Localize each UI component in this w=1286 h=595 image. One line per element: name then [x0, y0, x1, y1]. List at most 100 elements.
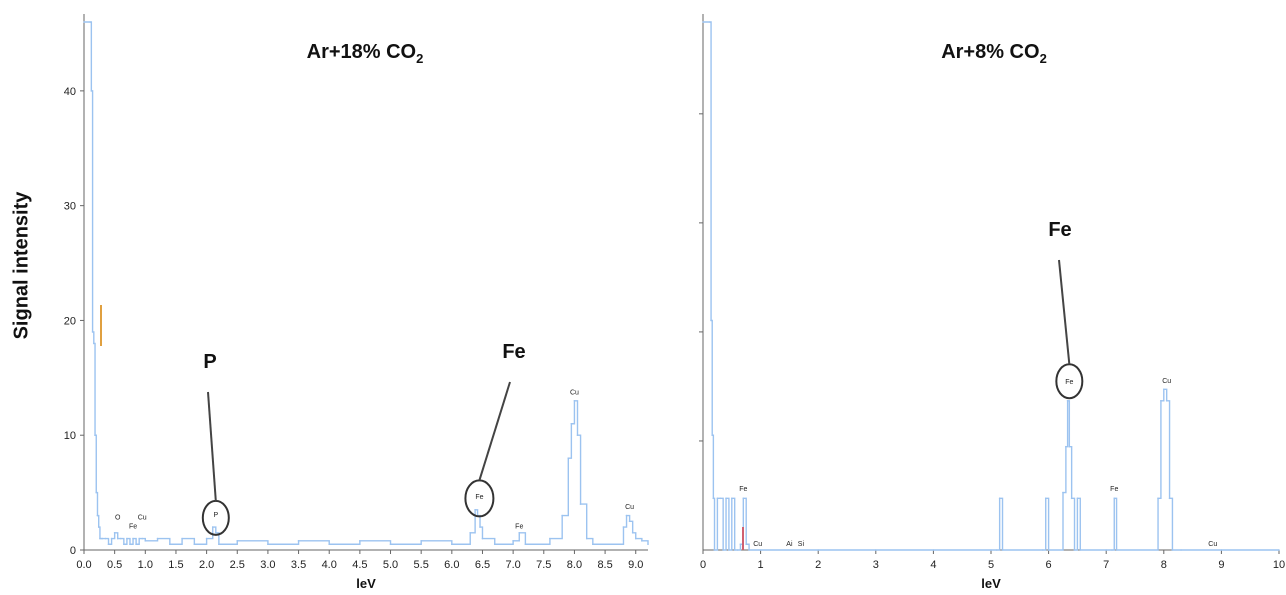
spectrum-point	[736, 549, 739, 551]
spectrum-point	[94, 434, 96, 437]
spectrum-point	[1066, 399, 1069, 402]
leader-line	[1058, 259, 1071, 365]
spectrum-point	[267, 543, 269, 546]
spectrum-point	[990, 549, 992, 551]
spectrum-point	[641, 540, 643, 542]
spectrum-point	[722, 549, 724, 551]
peak-label: Fe	[1065, 379, 1073, 386]
peak-label: Ai	[786, 541, 793, 548]
x-tick-label: 8.0	[567, 559, 582, 571]
peak-label: P	[213, 512, 218, 519]
spectrum-point	[205, 537, 208, 540]
spectrum-point	[93, 342, 95, 345]
spectrum-point	[328, 543, 331, 546]
x-tick-label: 4.5	[352, 559, 367, 571]
spectrum-point	[995, 549, 998, 551]
leader-line	[207, 391, 217, 501]
spectrum-point	[1168, 497, 1171, 500]
y-tick-label: 0	[70, 545, 76, 557]
spectrum-point	[1068, 445, 1071, 448]
spectrum-point	[100, 537, 102, 540]
x-tick-label: 1.5	[168, 559, 183, 571]
spectrum-point	[745, 543, 747, 546]
chart-title-subscript: 2	[1040, 51, 1047, 66]
spectrum-point	[493, 543, 496, 546]
spectrum-point	[1001, 549, 1004, 551]
spectrum-point	[748, 549, 750, 551]
spectrum-point	[579, 503, 582, 505]
spectrum-point	[1111, 549, 1113, 551]
x-tick-label: 1.0	[138, 559, 153, 571]
spectrum-point	[622, 526, 625, 528]
spectrum-point	[359, 540, 361, 542]
x-tick-label: 0.5	[107, 559, 122, 571]
spectrum-point	[1070, 497, 1073, 500]
x-tick-label: 4	[930, 559, 936, 571]
spectrum-point	[101, 537, 104, 540]
spectrum-point	[1079, 549, 1082, 551]
y-tick-label: 20	[64, 315, 76, 327]
spectrum-point	[549, 537, 551, 540]
spectrum-point	[1044, 497, 1047, 500]
spectrum-point	[116, 537, 119, 540]
spectrum-point	[711, 434, 714, 437]
spectrum-point	[570, 422, 573, 425]
peak-label: Cu	[138, 514, 147, 521]
spectrum-point	[610, 543, 613, 546]
chart-title-text: Ar+18% CO	[307, 41, 417, 63]
spectrum-point	[107, 543, 110, 546]
y-tick-label: 10	[64, 430, 76, 442]
spectrum-point	[561, 514, 563, 517]
spectrum-point	[1163, 388, 1165, 391]
spectrum-point	[113, 531, 116, 534]
spectrum-point	[90, 90, 93, 92]
annotation-label: P	[203, 351, 216, 373]
x-tick-label: 2	[815, 559, 821, 571]
peak-label: Fe	[129, 524, 137, 531]
spectrum-point	[716, 497, 719, 500]
x-tick-label: 3.0	[260, 559, 275, 571]
x-tick-label: 8	[1161, 559, 1167, 571]
spectrum-point	[169, 543, 171, 546]
spectrum-point	[83, 21, 85, 23]
x-axis-label: leV	[981, 576, 1001, 591]
chart-title-subscript: 2	[416, 51, 423, 66]
spectrum-point	[759, 549, 762, 551]
spectrum-point	[156, 537, 159, 540]
spectrum-point	[129, 543, 131, 546]
peak-label: Si	[798, 541, 805, 548]
spectrum-point	[104, 537, 107, 540]
chart-title: Ar+8% CO2	[941, 41, 1047, 66]
spectrum-point	[236, 540, 239, 542]
spectrum-point	[95, 491, 98, 494]
spectrum-point	[817, 549, 819, 551]
peak-label: Fe	[1110, 486, 1118, 493]
spectrum-point	[634, 537, 637, 540]
spectrum-point	[1105, 549, 1107, 551]
spectrum-point	[713, 549, 716, 551]
x-tick-label: 0	[700, 559, 706, 571]
spectrum-point	[469, 531, 472, 534]
spectrum-point	[123, 543, 125, 546]
spectrum-point	[96, 514, 99, 517]
spectrum-point	[211, 526, 214, 528]
x-tick-label: 6.5	[475, 559, 490, 571]
spectrum-point	[1073, 549, 1076, 551]
spectrum-point	[474, 509, 476, 511]
annotation-label: Fe	[502, 341, 525, 363]
x-tick-label: 5.0	[383, 559, 398, 571]
peak-label: Fe	[739, 486, 747, 493]
spectrum-line	[84, 21, 649, 545]
spectrum-point	[585, 537, 588, 540]
spectrum-point	[138, 537, 140, 540]
spectrum-point	[1220, 549, 1223, 551]
spectrum-point	[512, 540, 514, 542]
spectrum-point	[481, 537, 484, 540]
spectrum-point	[479, 526, 481, 528]
spectrum-point	[297, 540, 300, 542]
spectrum-point	[576, 434, 579, 437]
x-tick-label: 2.0	[199, 559, 214, 571]
y-tick-label: 30	[64, 201, 76, 213]
panel-ar18: 0 10 20 30 40 0.0 0.5 1.0 1.5 2.0 2.5 3.0 3.5 4.0 4.5 5…	[64, 14, 649, 591]
